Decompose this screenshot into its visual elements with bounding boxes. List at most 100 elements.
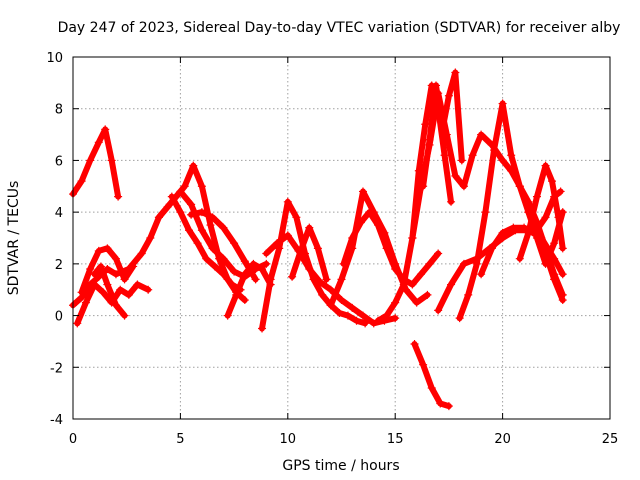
series-arc-14	[340, 209, 442, 288]
data-point	[532, 192, 541, 201]
data-point	[348, 303, 357, 312]
data-point	[232, 290, 241, 299]
data-point	[412, 298, 421, 307]
data-point	[391, 314, 400, 323]
data-point	[337, 296, 346, 305]
data-point	[339, 259, 348, 268]
data-point	[414, 166, 423, 175]
data-point	[275, 244, 284, 253]
x-tick-label: 5	[176, 432, 184, 447]
data-point	[457, 156, 466, 165]
data-point	[180, 182, 189, 191]
data-point	[541, 213, 550, 222]
data-point	[107, 156, 116, 165]
data-point	[86, 265, 95, 274]
data-point	[249, 259, 258, 268]
data-point	[558, 296, 567, 305]
data-point	[477, 130, 486, 139]
data-point	[408, 280, 417, 289]
data-point	[507, 166, 516, 175]
data-point	[94, 246, 103, 255]
data-point	[167, 192, 176, 201]
data-point	[432, 81, 441, 90]
data-point	[558, 270, 567, 279]
data-point	[111, 254, 120, 263]
x-tick-label: 0	[69, 432, 77, 447]
data-point	[197, 226, 206, 235]
data-point	[498, 156, 507, 165]
x-axis-label: GPS time / hours	[282, 458, 399, 474]
data-point	[176, 187, 185, 196]
data-point	[262, 259, 271, 268]
data-point	[90, 270, 99, 279]
y-tick-label: 6	[55, 154, 63, 169]
data-point	[391, 265, 400, 274]
y-axis-label: SDTVAR / TECUs	[6, 181, 22, 296]
data-point	[146, 234, 155, 242]
data-point	[288, 272, 297, 281]
data-point	[240, 270, 249, 279]
data-point	[219, 270, 228, 279]
data-point	[419, 360, 428, 369]
data-point	[464, 290, 473, 299]
data-point	[410, 340, 419, 349]
data-point	[176, 208, 185, 217]
data-point	[283, 231, 292, 240]
data-point	[116, 285, 125, 294]
data-point	[541, 161, 550, 170]
data-point	[356, 218, 365, 227]
data-point	[283, 197, 292, 206]
data-point	[382, 311, 391, 320]
data-point	[90, 280, 99, 289]
data-point	[548, 177, 557, 186]
data-point	[187, 200, 196, 209]
data-point	[498, 228, 507, 237]
data-point	[184, 226, 193, 235]
chart-title: Day 247 of 2023, Sidereal Day-to-day VTE…	[58, 20, 621, 36]
data-point	[206, 221, 215, 230]
data-point	[258, 324, 267, 333]
data-point	[73, 319, 82, 328]
data-point	[490, 146, 499, 155]
data-point	[197, 182, 206, 191]
data-point	[81, 298, 90, 307]
data-point	[358, 311, 367, 320]
data-point	[352, 316, 361, 325]
data-point	[556, 187, 565, 196]
data-point	[348, 234, 357, 242]
data-point	[133, 280, 142, 289]
data-point	[86, 156, 95, 165]
data-point	[305, 265, 314, 274]
data-point	[292, 213, 301, 222]
data-point	[541, 249, 550, 258]
data-point	[468, 151, 477, 160]
data-point	[103, 280, 112, 289]
data-point	[447, 280, 456, 289]
data-point	[189, 161, 198, 170]
data-point	[202, 254, 211, 263]
data-point	[369, 319, 378, 328]
data-point	[408, 234, 417, 242]
data-point	[335, 308, 344, 317]
data-point	[509, 223, 518, 232]
data-point	[477, 270, 486, 279]
data-point	[316, 277, 325, 286]
data-point	[451, 171, 460, 180]
data-point	[472, 259, 481, 268]
data-point	[550, 275, 559, 284]
y-tick-label: 4	[55, 206, 63, 221]
data-point	[487, 244, 496, 253]
data-point	[423, 290, 432, 299]
data-point	[77, 288, 86, 297]
data-point	[251, 275, 260, 284]
data-point	[459, 259, 468, 268]
x-tick-label: 20	[494, 432, 511, 447]
data-point	[365, 208, 374, 217]
data-point	[129, 262, 138, 271]
data-point	[101, 125, 110, 134]
data-point	[193, 239, 202, 248]
data-point	[313, 244, 322, 253]
data-point	[374, 221, 383, 230]
data-point	[374, 316, 383, 325]
data-point	[165, 200, 174, 209]
